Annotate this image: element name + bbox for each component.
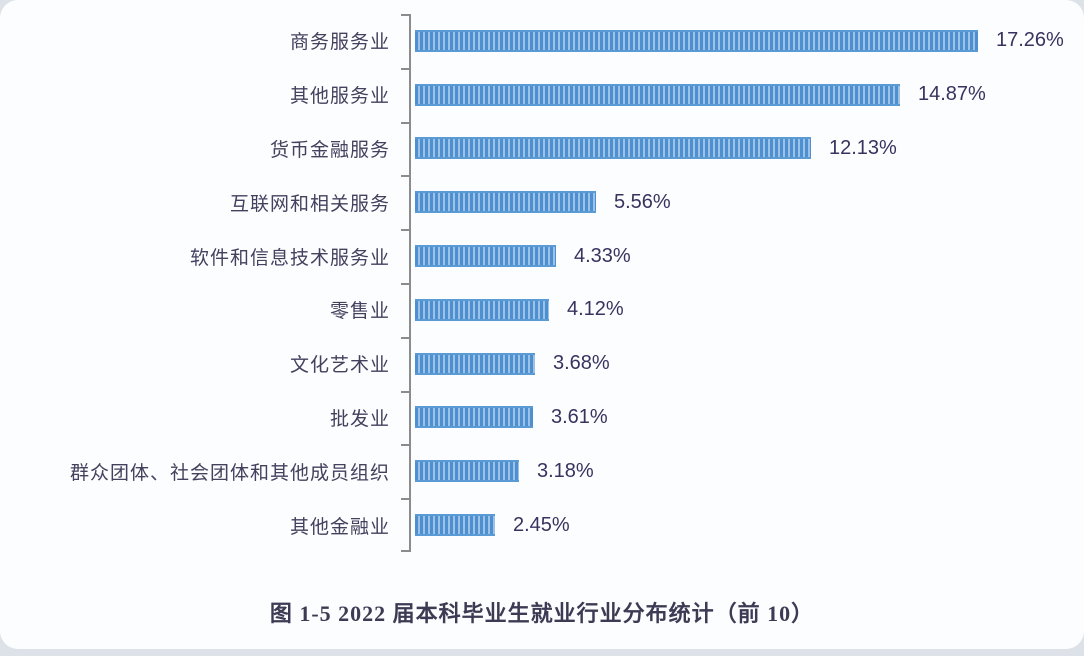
bar-zone: 4.33% — [400, 245, 1084, 268]
bar-zone: 14.87% — [400, 83, 1084, 106]
axis-tick — [401, 444, 409, 447]
bar-row: 其他金融业 2.45% — [0, 498, 1084, 552]
value-label: 17.26% — [996, 29, 1064, 52]
bar-row: 文化艺术业 3.68% — [0, 337, 1084, 391]
bar — [415, 137, 811, 160]
category-label: 商务服务业 — [289, 32, 390, 54]
bar-zone: 2.45% — [400, 514, 1084, 537]
value-label: 5.56% — [614, 190, 671, 213]
chart-caption: 图 1-5 2022 届本科毕业生就业行业分布统计（前 10） — [269, 601, 815, 626]
category-label: 货币金融服务 — [269, 139, 390, 161]
axis-tick — [401, 550, 409, 552]
value-label: 2.45% — [513, 513, 570, 536]
axis-tick — [401, 121, 409, 124]
axis-tick — [401, 498, 409, 501]
bar-row: 货币金融服务 12.13% — [0, 122, 1084, 176]
bar-row: 其他服务业 14.87% — [0, 68, 1084, 122]
category-label: 其他服务业 — [289, 86, 390, 108]
bar-row: 软件和信息技术服务业 4.33% — [0, 229, 1084, 283]
bar-row: 商务服务业 17.26% — [0, 14, 1084, 68]
axis-tick — [401, 67, 409, 70]
bar — [415, 406, 533, 429]
bar-row: 互联网和相关服务 5.56% — [0, 175, 1084, 229]
bar — [415, 352, 535, 375]
value-label: 3.68% — [553, 352, 610, 375]
bar-zone: 4.12% — [400, 298, 1084, 321]
y-axis-line — [409, 14, 411, 552]
bar-row: 批发业 3.61% — [0, 391, 1084, 445]
bar — [415, 514, 495, 537]
bar-zone: 3.61% — [400, 406, 1084, 429]
bar-chart: 商务服务业 17.26% 其他服务业 14.87% 货币金融服务 12.13% 互联网和相关… — [0, 14, 1084, 552]
category-label: 批发业 — [329, 408, 390, 430]
axis-tick — [401, 229, 409, 232]
category-label: 互联网和相关服务 — [229, 193, 390, 215]
bar-rows-container: 商务服务业 17.26% 其他服务业 14.87% 货币金融服务 12.13% 互联网和相关… — [0, 14, 1084, 552]
category-label: 群众团体、社会团体和其他成员组织 — [69, 462, 390, 484]
category-label: 文化艺术业 — [289, 355, 390, 377]
category-label: 其他金融业 — [289, 516, 390, 538]
axis-tick — [401, 175, 409, 178]
bar-zone: 3.68% — [400, 352, 1084, 375]
axis-tick — [401, 14, 409, 16]
category-label: 软件和信息技术服务业 — [189, 247, 390, 269]
value-label: 3.18% — [537, 459, 594, 482]
bar — [415, 191, 596, 214]
axis-tick — [401, 283, 409, 285]
value-label: 14.87% — [918, 83, 986, 106]
bar-zone: 17.26% — [400, 29, 1084, 52]
bar — [415, 298, 549, 321]
bar-zone: 12.13% — [400, 137, 1084, 160]
bar-row: 零售业 4.12% — [0, 283, 1084, 337]
value-label: 4.33% — [574, 244, 631, 267]
value-label: 12.13% — [829, 136, 897, 159]
bar — [415, 29, 978, 52]
axis-tick — [401, 336, 409, 339]
category-label: 零售业 — [329, 301, 390, 323]
bar — [415, 460, 519, 483]
bar-zone: 5.56% — [400, 191, 1084, 214]
value-label: 3.61% — [551, 405, 608, 428]
axis-tick — [401, 390, 409, 393]
bar-row: 群众团体、社会团体和其他成员组织 3.18% — [0, 444, 1084, 498]
bar-zone: 3.18% — [400, 460, 1084, 483]
bar — [415, 83, 900, 106]
bar — [415, 245, 556, 268]
value-label: 4.12% — [567, 298, 624, 321]
